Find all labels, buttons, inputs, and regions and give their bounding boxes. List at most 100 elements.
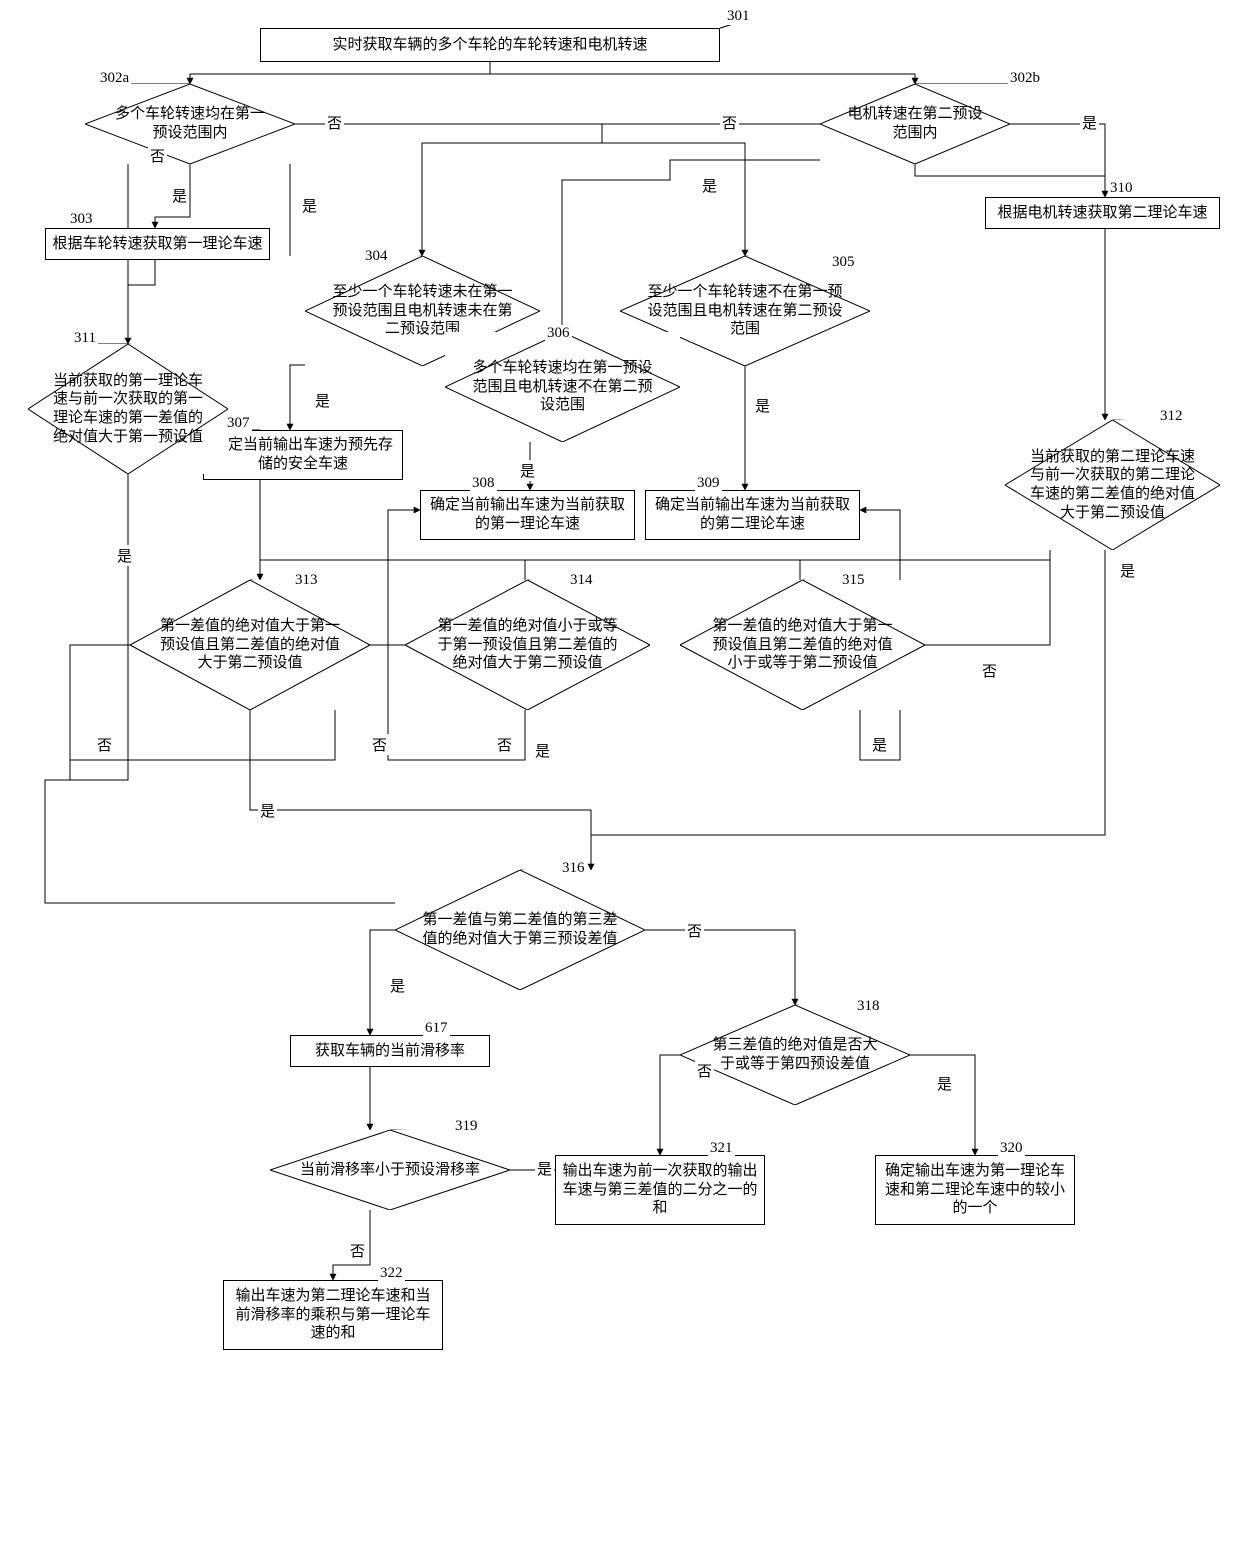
node-text: 根据车轮转速获取第一理论车速 bbox=[52, 235, 262, 254]
node-n322: 输出车速为第二理论车速和当前滑移率的乘积与第一理论车速的和 bbox=[223, 1280, 443, 1350]
edge bbox=[915, 164, 1105, 176]
node-text: 多个车轮转速均在第一预设范围内 bbox=[98, 105, 282, 143]
edge-label: 是 bbox=[518, 460, 537, 481]
edge bbox=[190, 62, 490, 84]
node-number-n301: 301 bbox=[725, 8, 752, 25]
node-n316: 第一差值与第二差值的第三差值的绝对值大于第三预设差值 bbox=[395, 870, 645, 990]
node-text: 电机转速在第二预设范围内 bbox=[831, 105, 999, 143]
node-text: 第一差值的绝对值小于或等于第一预设值且第二差值的绝对值大于第二预设值 bbox=[422, 617, 633, 673]
node-text: 第一差值的绝对值大于第一预设值且第二差值的绝对值大于第二预设值 bbox=[146, 617, 353, 673]
edge bbox=[422, 124, 602, 256]
node-text: 确定输出车速为第一理论车速和第二理论车速中的较小的一个 bbox=[882, 1162, 1068, 1218]
edge-label: 否 bbox=[695, 1060, 714, 1081]
node-number-n304: 304 bbox=[363, 248, 390, 265]
edge bbox=[660, 1055, 680, 1155]
edge bbox=[910, 1055, 975, 1155]
node-n303: 根据车轮转速获取第一理论车速 bbox=[45, 228, 270, 260]
node-n301: 实时获取车辆的多个车轮的车轮转速和电机转速 bbox=[260, 28, 720, 62]
node-number-n303: 303 bbox=[68, 211, 95, 228]
node-number-n316: 316 bbox=[560, 860, 587, 877]
node-number-n302b: 302b bbox=[1008, 70, 1042, 87]
edge bbox=[925, 560, 1050, 645]
node-text: 多个车轮转速均在第一预设范围且电机转速不在第二预设范围 bbox=[461, 359, 664, 415]
node-n617: 获取车辆的当前滑移率 bbox=[290, 1035, 490, 1067]
node-number-n302a: 302a bbox=[98, 70, 131, 87]
edge-label: 是 bbox=[1118, 560, 1137, 581]
edge-label: 是 bbox=[258, 800, 277, 821]
node-number-n311: 311 bbox=[72, 330, 98, 347]
node-number-n308: 308 bbox=[470, 475, 497, 492]
node-n319: 当前滑移率小于预设滑移率 bbox=[270, 1130, 510, 1210]
node-number-n318: 318 bbox=[855, 998, 882, 1015]
edge-label: 否 bbox=[980, 660, 999, 681]
edge-label: 是 bbox=[870, 734, 889, 755]
edge-label: 是 bbox=[535, 1158, 554, 1179]
node-n318: 第三差值的绝对值是否大于或等于第四预设差值 bbox=[680, 1005, 910, 1105]
node-text: 第一差值与第二差值的第三差值的绝对值大于第三预设差值 bbox=[413, 911, 628, 949]
node-number-n313: 313 bbox=[293, 572, 320, 589]
node-number-n321: 321 bbox=[708, 1140, 735, 1157]
node-n302b: 电机转速在第二预设范围内 bbox=[820, 84, 1010, 164]
edge-label: 否 bbox=[720, 112, 739, 133]
edge-label: 是 bbox=[300, 195, 319, 216]
edge-label: 是 bbox=[533, 740, 552, 761]
node-text: 当前获取的第一理论车速与前一次获取的第一理论车速的第一差值的绝对值大于第一预设值 bbox=[40, 372, 216, 447]
node-n313: 第一差值的绝对值大于第一预设值且第二差值的绝对值大于第二预设值 bbox=[130, 580, 370, 710]
node-n311: 当前获取的第一理论车速与前一次获取的第一理论车速的第一差值的绝对值大于第一预设值 bbox=[28, 344, 228, 474]
edge-label: 否 bbox=[325, 112, 344, 133]
node-text: 根据电机转速获取第二理论车速 bbox=[997, 204, 1207, 223]
node-text: 输出车速为前一次获取的输出车速与第三差值的二分之一的和 bbox=[562, 1162, 758, 1218]
node-n314: 第一差值的绝对值小于或等于第一预设值且第二差值的绝对值大于第二预设值 bbox=[405, 580, 650, 710]
edge bbox=[1010, 124, 1105, 197]
edge bbox=[260, 560, 800, 580]
node-number-n309: 309 bbox=[695, 475, 722, 492]
node-number-n319: 319 bbox=[453, 1118, 480, 1135]
node-n321: 输出车速为前一次获取的输出车速与第三差值的二分之一的和 bbox=[555, 1155, 765, 1225]
node-n315: 第一差值的绝对值大于第一预设值且第二差值的绝对值小于或等于第二预设值 bbox=[680, 580, 925, 710]
edge-label: 是 bbox=[170, 185, 189, 206]
node-text: 当前滑移率小于预设滑移率 bbox=[290, 1161, 490, 1180]
node-n307: 确定当前输出车速为预先存储的安全车速 bbox=[203, 430, 403, 480]
node-text: 第一差值的绝对值大于第一预设值且第二差值的绝对值小于或等于第二预设值 bbox=[697, 617, 908, 673]
node-n309: 确定当前输出车速为当前获取的第二理论车速 bbox=[645, 490, 860, 540]
edge-label: 是 bbox=[388, 975, 407, 996]
edge-label: 是 bbox=[700, 175, 719, 196]
node-number-n617: 617 bbox=[423, 1020, 450, 1037]
node-number-n320: 320 bbox=[998, 1140, 1025, 1157]
node-text: 确定当前输出车速为当前获取的第一理论车速 bbox=[427, 496, 628, 534]
edge-label: 否 bbox=[495, 734, 514, 755]
edge bbox=[800, 550, 1050, 560]
node-n320: 确定输出车速为第一理论车速和第二理论车速中的较小的一个 bbox=[875, 1155, 1075, 1225]
node-number-n314: 314 bbox=[568, 572, 595, 589]
flowchart-canvas: 实时获取车辆的多个车轮的车轮转速和电机转速 301 多个车轮转速均在第一预设范围内 3… bbox=[0, 0, 1240, 1543]
node-number-n315: 315 bbox=[840, 572, 867, 589]
edge-label: 是 bbox=[935, 1073, 954, 1094]
node-text: 实时获取车辆的多个车轮的车轮转速和电机转速 bbox=[332, 36, 647, 55]
edge-label: 是 bbox=[115, 545, 134, 566]
edge-label: 否 bbox=[148, 145, 167, 166]
node-n310: 根据电机转速获取第二理论车速 bbox=[985, 197, 1220, 229]
edge-label: 否 bbox=[95, 734, 114, 755]
node-text: 确定当前输出车速为当前获取的第二理论车速 bbox=[652, 496, 853, 534]
node-text: 当前获取的第二理论车速与前一次获取的第二理论车速的第二差值的绝对值大于第二预设值 bbox=[1019, 448, 1207, 523]
node-text: 确定当前输出车速为预先存储的安全车速 bbox=[210, 436, 396, 474]
edge-label: 否 bbox=[685, 920, 704, 941]
node-n306: 多个车轮转速均在第一预设范围且电机转速不在第二预设范围 bbox=[445, 332, 680, 442]
edge-label: 是 bbox=[753, 395, 772, 416]
node-number-n322: 322 bbox=[378, 1265, 405, 1282]
edge-label: 否 bbox=[348, 1240, 367, 1261]
node-n312: 当前获取的第二理论车速与前一次获取的第二理论车速的第二差值的绝对值大于第二预设值 bbox=[1005, 420, 1220, 550]
node-number-n307: 307 bbox=[225, 415, 252, 432]
node-number-n305: 305 bbox=[830, 254, 857, 271]
node-text: 至少一个车轮转速未在第一预设范围且电机转速未在第二预设范围 bbox=[321, 283, 524, 339]
node-n302a: 多个车轮转速均在第一预设范围内 bbox=[85, 84, 295, 164]
node-number-n306: 306 bbox=[545, 325, 572, 342]
node-text: 第三差值的绝对值是否大于或等于第四预设差值 bbox=[695, 1036, 894, 1074]
edge bbox=[128, 260, 155, 344]
edge-label: 否 bbox=[370, 734, 389, 755]
node-text: 获取车辆的当前滑移率 bbox=[315, 1042, 465, 1061]
node-number-n310: 310 bbox=[1108, 180, 1135, 197]
edge bbox=[490, 62, 915, 84]
node-number-n312: 312 bbox=[1158, 408, 1185, 425]
edge-label: 是 bbox=[313, 390, 332, 411]
